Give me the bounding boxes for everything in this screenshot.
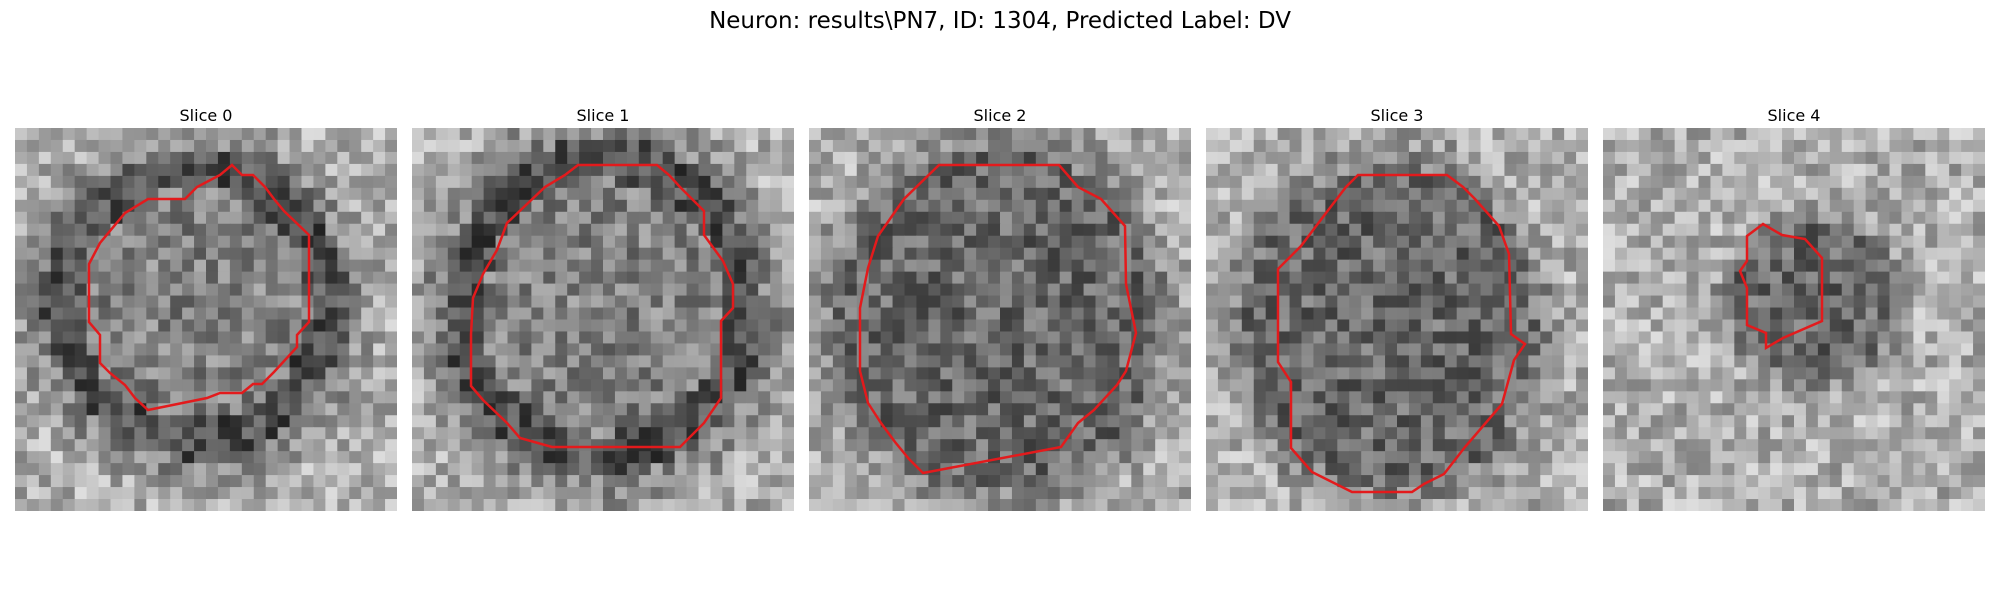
slice-pixels [1603, 128, 1985, 511]
slice-title-3: Slice 3 [1370, 106, 1424, 125]
neuron-contour [1276, 173, 1527, 494]
neuron-contour [858, 163, 1138, 475]
figure-title: Neuron: results\PN7, ID: 1304, Predicted… [709, 8, 1291, 34]
slice-image-0 [15, 128, 397, 511]
slice-pixels [15, 128, 397, 511]
slice-title-2: Slice 2 [973, 106, 1027, 125]
slice-title-1: Slice 1 [576, 106, 630, 125]
neuron-contour [87, 163, 311, 412]
slice-title-0: Slice 0 [179, 106, 233, 125]
slice-panel-2: Slice 2 [809, 106, 1191, 511]
slice-image-4 [1603, 128, 1985, 511]
slice-panel-1: Slice 1 [412, 106, 794, 511]
slice-panel-0: Slice 0 [15, 106, 397, 511]
slice-image-1 [412, 128, 794, 511]
slice-pixels [412, 128, 794, 511]
slice-panel-4: Slice 4 [1603, 106, 1985, 511]
slice-pixels [809, 128, 1191, 511]
slice-image-3 [1206, 128, 1588, 511]
neuron-contour [1738, 222, 1824, 351]
slice-title-4: Slice 4 [1767, 106, 1821, 125]
slice-panel-3: Slice 3 [1206, 106, 1588, 511]
slice-image-2 [809, 128, 1191, 511]
slice-pixels [1206, 128, 1588, 511]
neuron-contour [469, 163, 735, 449]
